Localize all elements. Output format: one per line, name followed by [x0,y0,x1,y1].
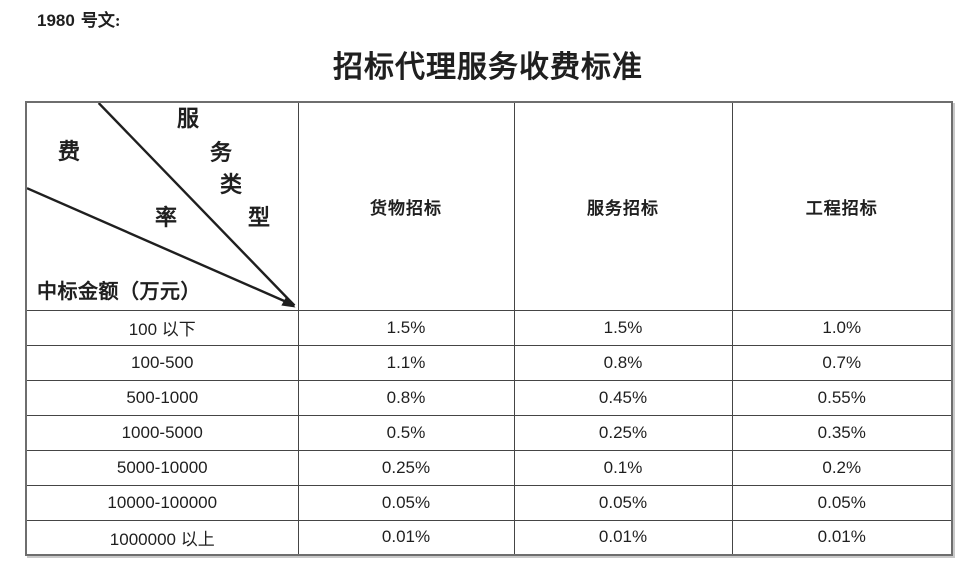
fee-value-cell: 0.45% [513,379,733,416]
amount-range-cell: 5000-10000 [25,449,299,486]
column-header-services: 服务招标 [513,101,733,311]
fee-value-cell: 1.1% [297,344,515,381]
table-row: 10000-100000 0.05% 0.05% 0.05% [25,484,953,521]
fee-value-cell: 0.25% [297,449,515,486]
fee-value-cell: 0.01% [513,519,733,556]
amount-range-cell: 1000-5000 [25,414,299,451]
table-row: 5000-10000 0.25% 0.1% 0.2% [25,449,953,486]
fee-value-cell: 1.5% [513,309,733,346]
corner-service-type-char: 型 [248,205,271,230]
fee-value-cell: 0.8% [513,344,733,381]
amount-range-cell: 100-500 [25,344,299,381]
fee-value-cell: 0.05% [297,484,515,521]
fee-table: 服 务 类 型 费 率 中标金额（万元） 货物招标 服务招标 工程招标 100 … [25,101,953,556]
fee-value-cell: 0.2% [731,449,953,486]
doc-ref-suffix: 号文: [80,11,121,30]
amount-range-cell: 1000000 以上 [25,519,299,556]
fee-value-cell: 0.55% [731,379,953,416]
fee-value-cell: 0.05% [731,484,953,521]
fee-value-cell: 0.05% [513,484,733,521]
corner-rate-char: 率 [155,205,178,230]
table-corner-cell: 服 务 类 型 费 率 中标金额（万元） [25,101,299,311]
fee-value-cell: 0.1% [513,449,733,486]
fee-value-cell: 0.01% [731,519,953,556]
fee-value-cell: 0.01% [297,519,515,556]
corner-service-type-char: 类 [220,172,243,197]
corner-rate-char: 费 [58,139,81,164]
table-row: 1000-5000 0.5% 0.25% 0.35% [25,414,953,451]
corner-service-type-char: 服 [177,106,200,131]
table-row: 1000000 以上 0.01% 0.01% 0.01% [25,519,953,556]
amount-range-cell: 100 以下 [25,309,299,346]
amount-range-cell: 500-1000 [25,379,299,416]
page-title: 招标代理服务收费标准 [333,51,643,84]
fee-value-cell: 0.5% [297,414,515,451]
doc-ref-number: 1980 [37,11,75,30]
fee-value-cell: 0.35% [731,414,953,451]
column-header-engineering: 工程招标 [731,101,953,311]
table-row: 100 以下 1.5% 1.5% 1.0% [25,309,953,346]
table-row: 100-500 1.1% 0.8% 0.7% [25,344,953,381]
arrowhead-icon [281,296,296,308]
amount-range-cell: 10000-100000 [25,484,299,521]
fee-value-cell: 1.5% [297,309,515,346]
doc-ref-label: 1980 号文: [37,6,121,31]
table-row: 500-1000 0.8% 0.45% 0.55% [25,379,953,416]
table-header-row: 服 务 类 型 费 率 中标金额（万元） 货物招标 服务招标 工程招标 [25,101,953,311]
fee-value-cell: 0.7% [731,344,953,381]
column-header-goods: 货物招标 [297,101,515,311]
diagonal-divider-lines [27,103,296,308]
fee-value-cell: 0.8% [297,379,515,416]
row-axis-label: 中标金额（万元） [37,280,201,303]
corner-service-type-char: 务 [210,140,233,165]
fee-value-cell: 0.25% [513,414,733,451]
fee-value-cell: 1.0% [731,309,953,346]
